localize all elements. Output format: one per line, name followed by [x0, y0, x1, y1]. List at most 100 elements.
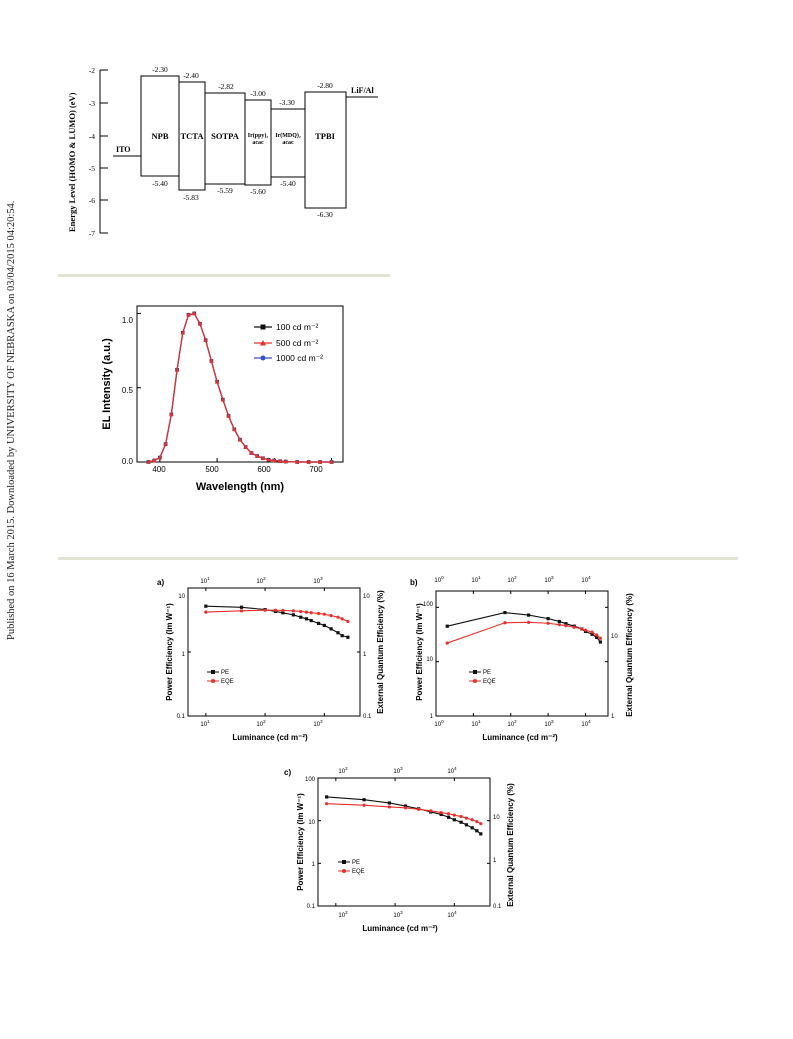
panel-b-top-tick: 101 — [471, 575, 481, 584]
panel-c-y2-tick: 0.1 — [493, 904, 502, 910]
layer-name-sotpa: SOTPA — [211, 131, 240, 141]
panel-a-legend-eqe: EQE — [221, 679, 234, 685]
panel-point — [598, 636, 602, 640]
panel-b-top-tick: 104 — [581, 575, 591, 584]
panel-c: c) 102 103 104 102 103 104 100 10 1 0.1 … — [284, 766, 515, 933]
panel-a-y-tick: 1 — [182, 652, 186, 658]
legend-text-500: 500 cd m⁻² — [276, 338, 318, 348]
panel-c-y2-tick: 10 — [493, 815, 500, 821]
panel-point — [263, 608, 267, 612]
panel-c-legend-pe-marker — [342, 860, 346, 864]
homo-label-sotpa: -5.59 — [217, 186, 233, 195]
el-point — [192, 311, 197, 316]
panel-point — [291, 609, 295, 613]
panel-point — [564, 624, 568, 628]
panel-c-top-tick: 102 — [338, 766, 348, 775]
panel-a-label: a) — [157, 578, 164, 587]
panel-b-bottom-tick: 104 — [581, 719, 591, 728]
panel-point — [439, 812, 443, 817]
homo-label-npb: -5.40 — [152, 179, 168, 188]
panel-series-line — [447, 612, 601, 643]
panel-point — [590, 630, 594, 634]
panel-point — [452, 818, 456, 822]
panel-a-ticks — [188, 587, 360, 717]
panel-point — [595, 635, 599, 639]
panel-point — [503, 611, 507, 615]
panel-point — [446, 812, 451, 816]
panel-b-legend-pe: PE — [483, 670, 491, 676]
panel-b-x-axis-label: Luminance (cd m⁻²) — [482, 733, 558, 742]
el-point — [329, 459, 334, 464]
panel-a-series — [204, 604, 350, 639]
panel-point — [464, 816, 469, 820]
el-point — [157, 455, 163, 460]
el-x-tick-label: 500 — [205, 465, 219, 474]
lumo-label-sotpa: -2.82 — [218, 82, 234, 91]
panel-point — [316, 621, 321, 625]
panel-point — [340, 617, 344, 621]
panel-point — [459, 820, 463, 824]
el-point — [226, 413, 231, 418]
ito-label: ITO — [116, 145, 131, 154]
panel-b-ticks — [435, 591, 608, 717]
el-point — [151, 458, 157, 463]
panel-point — [204, 610, 208, 614]
panel-b-legend-eqe: EQE — [483, 679, 496, 685]
energy-tick-label: -3 — [89, 99, 95, 108]
panel-point — [281, 608, 285, 613]
panel-b-legend-eqe-marker — [473, 679, 477, 683]
energy-tick-label: -5 — [89, 164, 95, 173]
panel-point — [322, 623, 326, 628]
panel-point — [546, 617, 550, 621]
lumo-label-irmdq: -3.30 — [279, 98, 295, 107]
panel-point — [362, 803, 366, 807]
panel-point — [304, 617, 309, 621]
panel-point — [387, 805, 391, 809]
panel-b-top-tick: 100 — [434, 575, 444, 584]
panel-c-legend-eqe: EQE — [352, 869, 365, 875]
energy-tick-marks — [100, 69, 108, 234]
panel-point — [475, 829, 479, 833]
el-point — [203, 337, 208, 342]
panel-point — [346, 619, 350, 624]
lumo-label-npb: -2.30 — [152, 65, 168, 74]
homo-label-irmdq: -5.40 — [280, 179, 296, 188]
panel-point — [446, 815, 451, 819]
panel-a-y2-tick: 1 — [363, 652, 367, 658]
panel-a-bottom-tick: 102 — [256, 719, 266, 728]
panel-c-ticks — [318, 777, 490, 907]
panel-point — [526, 613, 531, 617]
homo-label-irppy: -5.60 — [250, 187, 266, 196]
panel-a-top-tick: 101 — [200, 576, 210, 585]
layer-name-irmdq: Ir(MDQ)₂ — [275, 132, 301, 139]
homo-label-tpbi: -6.30 — [317, 210, 333, 219]
panel-point — [403, 804, 408, 808]
panel-b-y-tick: 100 — [423, 602, 434, 608]
el-plot-frame — [136, 305, 344, 463]
panel-a-legend-pe: PE — [221, 670, 229, 676]
panel-point — [583, 628, 588, 632]
panel-c-label: c) — [284, 768, 291, 777]
panel-point — [598, 640, 602, 644]
panel-c-frame — [317, 777, 491, 907]
el-point — [306, 459, 311, 464]
layer-name-irppy: Ir(ppy)₂ — [248, 132, 269, 139]
panel-b-series — [445, 611, 602, 645]
panel-point — [322, 612, 326, 616]
el-y-tick-label: 0.5 — [122, 386, 134, 395]
el-point — [209, 358, 214, 363]
energy-tick-label: -7 — [89, 229, 95, 238]
panel-a-legend-eqe-marker — [211, 679, 215, 683]
panel-c-y-tick: 1 — [312, 862, 316, 868]
panel-c-bottom-tick: 102 — [338, 910, 348, 919]
panel-point — [470, 818, 474, 822]
panel-point — [526, 620, 531, 624]
energy-tick-label: -6 — [89, 196, 95, 205]
panel-c-legend-eqe-marker — [342, 869, 346, 873]
panel-b-label: b) — [410, 578, 418, 587]
panel-b-frame — [435, 590, 609, 717]
panel-c-bottom-tick: 103 — [393, 910, 403, 919]
panel-c-y2-tick: 1 — [493, 858, 497, 864]
el-point — [295, 459, 300, 464]
